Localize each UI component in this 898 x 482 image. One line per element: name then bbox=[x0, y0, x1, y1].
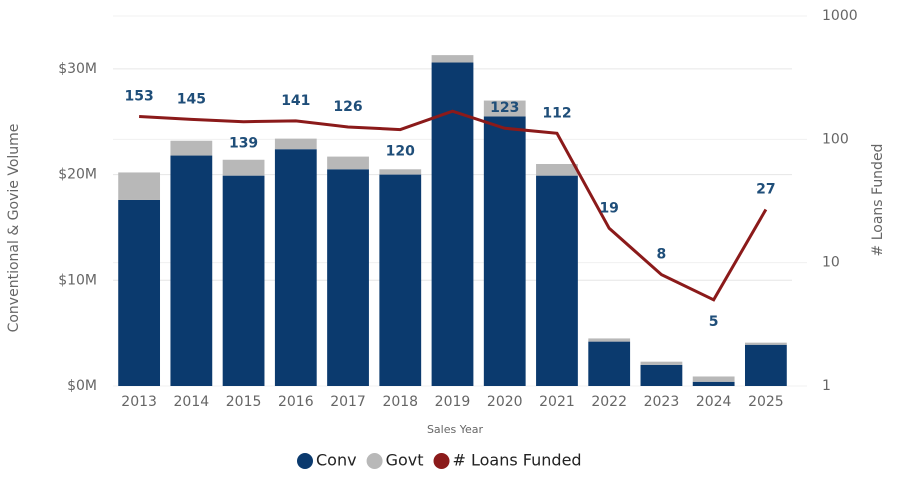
bar-segment bbox=[744, 344, 787, 386]
data-label: 19 bbox=[599, 200, 618, 216]
bar-segment bbox=[118, 199, 161, 386]
x-tick-label: 2015 bbox=[226, 394, 262, 410]
x-tick-label: 2024 bbox=[696, 394, 732, 410]
x-tick-label: 2019 bbox=[435, 394, 471, 410]
data-label: 8 bbox=[657, 247, 667, 263]
bar-segment bbox=[744, 342, 787, 345]
bar-segment bbox=[483, 100, 526, 117]
bar-segment bbox=[536, 164, 578, 176]
y2-tick-label: 100 bbox=[822, 131, 849, 147]
x-tick-label: 2016 bbox=[278, 394, 314, 410]
x-tick-label: 2021 bbox=[539, 394, 575, 410]
bar-segment bbox=[170, 140, 213, 156]
x-tick-label: 2017 bbox=[330, 394, 366, 410]
x-tick-label: 2014 bbox=[174, 394, 210, 410]
data-label: 27 bbox=[756, 181, 775, 197]
data-label: 112 bbox=[542, 105, 571, 121]
bar-segment bbox=[692, 381, 735, 386]
x-tick-label: 2018 bbox=[382, 394, 418, 410]
y2-tick-label: 1000 bbox=[822, 8, 858, 24]
data-label: 153 bbox=[124, 89, 153, 105]
y2-tick-label: 10 bbox=[822, 255, 840, 271]
bar-segment bbox=[588, 338, 631, 342]
bar-segment bbox=[692, 376, 735, 382]
data-label: 139 bbox=[229, 136, 258, 152]
bar-segment bbox=[118, 172, 161, 200]
bar-segment bbox=[483, 116, 526, 386]
legend-label: Conv bbox=[316, 451, 357, 470]
data-label: 141 bbox=[281, 93, 310, 109]
data-label: 123 bbox=[490, 100, 519, 116]
bar-segment bbox=[327, 156, 369, 170]
data-label: 5 bbox=[709, 314, 719, 330]
data-label: 145 bbox=[177, 91, 206, 107]
bar-segment bbox=[274, 149, 317, 386]
bar-segment bbox=[536, 175, 578, 386]
bar-segment bbox=[379, 169, 422, 175]
x-axis-title: Sales Year bbox=[427, 423, 484, 436]
bar-segment bbox=[640, 361, 683, 365]
y-tick-label: $30M bbox=[58, 61, 97, 77]
legend-label: # Loans Funded bbox=[453, 451, 582, 470]
y-tick-label: $10M bbox=[58, 272, 97, 288]
bar-segment bbox=[170, 155, 213, 386]
legend-marker bbox=[366, 453, 383, 469]
x-tick-label: 2022 bbox=[591, 394, 627, 410]
legend-marker bbox=[433, 453, 450, 469]
bar-segment bbox=[327, 169, 369, 386]
bar-segment bbox=[379, 174, 422, 386]
y-tick-label: $20M bbox=[58, 167, 97, 183]
bar-segment bbox=[640, 364, 683, 386]
bar-segment bbox=[222, 159, 265, 176]
x-tick-label: 2013 bbox=[121, 394, 157, 410]
y2-tick-label: 1 bbox=[822, 378, 831, 394]
data-label: 120 bbox=[386, 144, 415, 160]
y-axis-title: Conventional & Govie Volume bbox=[6, 124, 22, 333]
legend-label: Govt bbox=[386, 451, 424, 470]
x-tick-label: 2023 bbox=[644, 394, 680, 410]
bar-segment bbox=[588, 341, 631, 386]
y-tick-label: $0M bbox=[67, 378, 97, 394]
x-tick-label: 2025 bbox=[748, 394, 784, 410]
bar-segment bbox=[274, 138, 317, 150]
y2-axis-title: # Loans Funded bbox=[870, 144, 886, 257]
legend-marker bbox=[297, 453, 313, 469]
line bbox=[139, 109, 768, 302]
bar-segment bbox=[431, 55, 474, 63]
x-tick-label: 2020 bbox=[487, 394, 523, 410]
bar-segment bbox=[222, 175, 265, 386]
data-label: 126 bbox=[333, 99, 362, 115]
